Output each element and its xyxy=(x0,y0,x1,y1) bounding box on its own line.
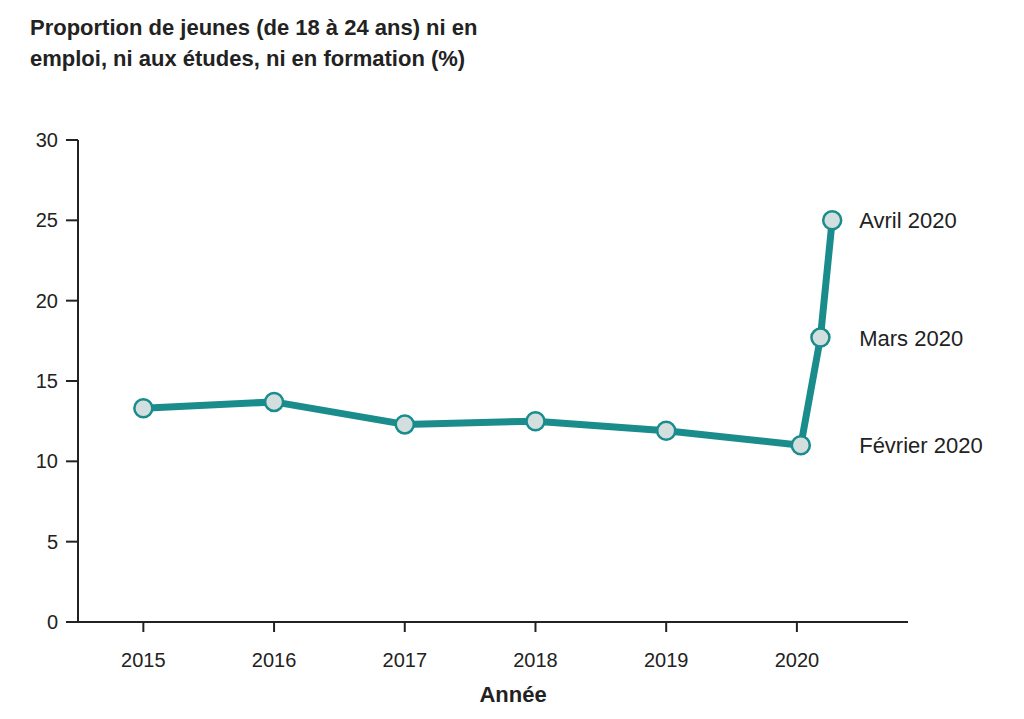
y-tick-label: 10 xyxy=(36,450,58,472)
x-tick-label: 2017 xyxy=(383,649,428,671)
data-point xyxy=(526,412,544,430)
annotation: Février 2020 xyxy=(859,433,983,458)
x-axis xyxy=(78,621,908,623)
data-point xyxy=(265,393,283,411)
annotation: Mars 2020 xyxy=(859,326,963,351)
x-tick-label: 2020 xyxy=(775,649,820,671)
x-tick-label: 2018 xyxy=(513,649,558,671)
y-tick xyxy=(66,139,78,141)
y-tick-label: 25 xyxy=(36,209,58,231)
data-point xyxy=(823,211,841,229)
x-tick-label: 2016 xyxy=(252,649,297,671)
y-tick xyxy=(66,460,78,462)
data-point xyxy=(811,329,829,347)
y-axis xyxy=(77,140,79,622)
plot-area xyxy=(134,211,841,454)
y-tick xyxy=(66,621,78,623)
data-point xyxy=(792,436,810,454)
x-tick-label: 2015 xyxy=(121,649,166,671)
x-tick xyxy=(534,622,536,632)
y-tick xyxy=(66,219,78,221)
data-point xyxy=(657,422,675,440)
y-tick-label: 5 xyxy=(47,531,58,553)
data-line xyxy=(143,220,832,445)
y-tick xyxy=(66,541,78,543)
x-tick xyxy=(404,622,406,632)
x-tick xyxy=(796,622,798,632)
x-tick xyxy=(273,622,275,632)
annotation: Avril 2020 xyxy=(859,208,956,233)
y-tick-label: 15 xyxy=(36,370,58,392)
y-tick-label: 20 xyxy=(36,290,58,312)
x-axis-label: Année xyxy=(479,682,546,707)
y-tick xyxy=(66,300,78,302)
x-tick-label: 2019 xyxy=(644,649,689,671)
y-tick-label: 0 xyxy=(47,611,58,633)
data-point xyxy=(134,399,152,417)
y-tick xyxy=(66,380,78,382)
x-tick xyxy=(142,622,144,632)
y-tick-label: 30 xyxy=(36,129,58,151)
chart-title: Proportion de jeunes (de 18 à 24 ans) ni… xyxy=(30,12,500,74)
chart: 0 5 10 15 20 25 30 2015 2016 2017 2018 2019 2020 Anné… xyxy=(0,0,1024,719)
data-point xyxy=(396,415,414,433)
x-tick xyxy=(665,622,667,632)
